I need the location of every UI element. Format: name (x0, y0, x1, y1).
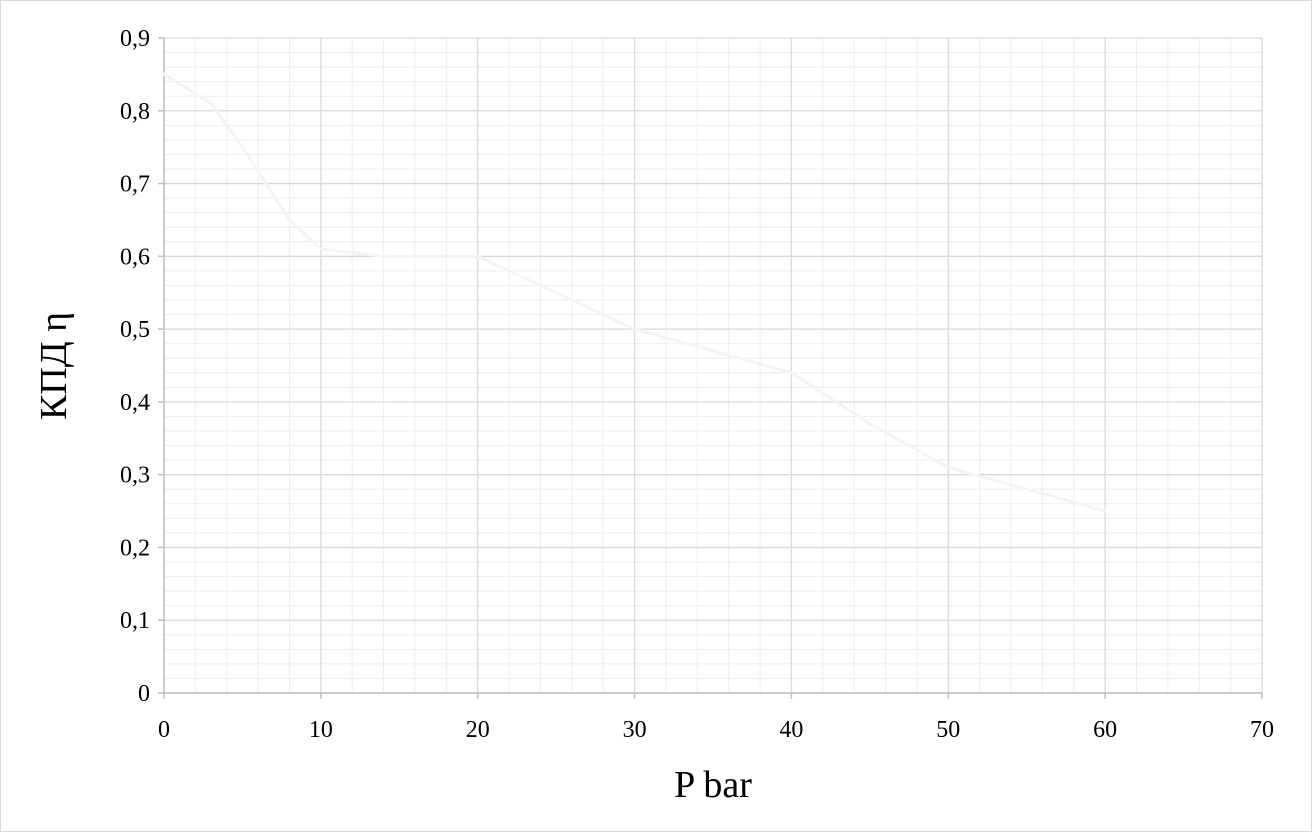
axes (158, 38, 1262, 699)
y-tick-label: 0,1 (120, 608, 150, 634)
x-tick-labels: 0 10 20 30 40 50 60 70 (158, 717, 1274, 743)
y-axis-title: КПД η (33, 312, 75, 420)
y-tick-label: 0 (138, 681, 150, 707)
y-tick-label: 0,6 (120, 244, 150, 270)
x-tick-label: 40 (779, 717, 803, 743)
x-axis-title: P bar (674, 764, 752, 806)
y-tick-label: 0,4 (120, 390, 150, 416)
minor-grid (164, 38, 1262, 693)
major-grid (164, 38, 1262, 693)
y-tick-label: 0,3 (120, 463, 150, 489)
x-tick-label: 70 (1250, 717, 1274, 743)
y-tick-labels: 0 0,1 0,2 0,3 0,4 0,5 0,6 0,7 0,8 0,9 (120, 26, 150, 707)
x-tick-label: 30 (623, 717, 647, 743)
y-tick-label: 0,7 (120, 172, 150, 198)
x-tick-label: 20 (466, 717, 490, 743)
y-tick-label: 0,9 (120, 26, 150, 52)
y-tick-label: 0,2 (120, 535, 150, 561)
x-tick-label: 60 (1093, 717, 1117, 743)
y-tick-label: 0,8 (120, 99, 150, 125)
y-tick-label: 0,5 (120, 317, 150, 343)
x-tick-label: 10 (309, 717, 333, 743)
x-tick-label: 0 (158, 717, 170, 743)
x-tick-label: 50 (936, 717, 960, 743)
